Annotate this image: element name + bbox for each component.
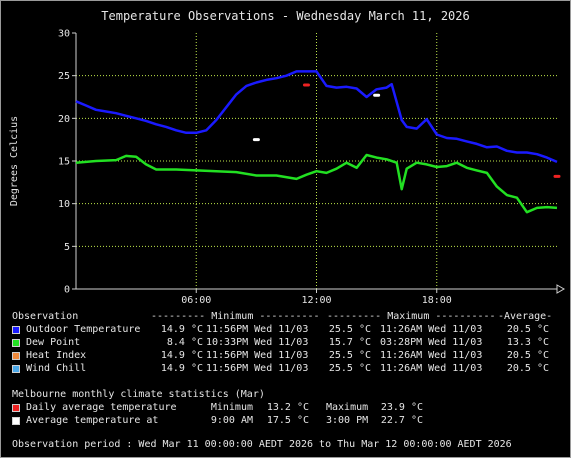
obs-avg-wind-chill: 20.5 °C bbox=[506, 363, 549, 374]
legend-swatch-dew-point bbox=[12, 339, 20, 347]
obs-max-at-outdoor-temperature: 11:26AM Wed 11/03 bbox=[380, 324, 483, 335]
legend-swatch-heat-index bbox=[12, 352, 20, 360]
y-tick-label: 30 bbox=[58, 29, 70, 40]
obs-min-at-wind-chill: 11:56PM Wed 11/03 bbox=[206, 363, 309, 374]
marker-average-temperature-at bbox=[252, 138, 260, 142]
obs-label-outdoor-temperature: Outdoor Temperature bbox=[26, 324, 141, 335]
obs-label-heat-index: Heat Index bbox=[26, 350, 87, 361]
legend-swatch-outdoor-temperature bbox=[12, 326, 20, 334]
marker-average-temperature-at bbox=[373, 93, 381, 97]
climate-left-value-average-temperature-at: 17.5 °C bbox=[266, 415, 309, 426]
obs-header-observation: Observation bbox=[12, 311, 79, 322]
y-tick-label: 5 bbox=[64, 242, 70, 253]
chart-title: Temperature Observations - Wednesday Mar… bbox=[101, 9, 470, 23]
obs-min-wind-chill: 14.9 °C bbox=[160, 363, 203, 374]
climate-right-label-daily-average-temperature: Maximum bbox=[326, 402, 369, 413]
obs-header-maximum: --------- Maximum ---------- bbox=[327, 311, 496, 322]
legend-swatch-wind-chill bbox=[12, 365, 20, 373]
climate-left-value-daily-average-temperature: 13.2 °C bbox=[266, 402, 309, 413]
obs-max-outdoor-temperature: 25.5 °C bbox=[328, 324, 371, 335]
climate-label-daily-average-temperature: Daily average temperature bbox=[26, 402, 177, 413]
obs-max-wind-chill: 25.5 °C bbox=[328, 363, 371, 374]
x-tick-label: 12:00 bbox=[301, 295, 331, 306]
obs-avg-outdoor-temperature: 20.5 °C bbox=[506, 324, 549, 335]
obs-max-dew-point: 15.7 °C bbox=[328, 337, 371, 348]
obs-min-outdoor-temperature: 14.9 °C bbox=[160, 324, 203, 335]
y-tick-label: 10 bbox=[58, 199, 70, 210]
y-tick-label: 25 bbox=[58, 71, 70, 82]
obs-max-at-wind-chill: 11:26AM Wed 11/03 bbox=[380, 363, 483, 374]
y-axis-label: Degrees Celcius bbox=[9, 116, 20, 206]
obs-min-at-outdoor-temperature: 11:56PM Wed 11/03 bbox=[206, 324, 309, 335]
climate-right-value-average-temperature-at: 22.7 °C bbox=[380, 415, 423, 426]
obs-header-average: -Average- bbox=[498, 311, 553, 322]
obs-header-minimum: --------- Minimum ---------- bbox=[151, 311, 320, 322]
climate-left-label-average-temperature-at: 9:00 AM bbox=[210, 415, 253, 426]
obs-max-at-heat-index: 11:26AM Wed 11/03 bbox=[380, 350, 483, 361]
x-tick-label: 18:00 bbox=[422, 295, 452, 306]
series-line-outdoor-temperature bbox=[75, 70, 558, 164]
x-tick-label: 06:00 bbox=[181, 295, 211, 306]
obs-max-heat-index: 25.5 °C bbox=[328, 350, 371, 361]
climate-left-label-daily-average-temperature: Minimum bbox=[210, 402, 253, 413]
obs-max-at-dew-point: 03:28PM Wed 11/03 bbox=[380, 337, 483, 348]
obs-avg-heat-index: 20.5 °C bbox=[506, 350, 549, 361]
y-tick-label: 15 bbox=[58, 157, 70, 168]
y-tick-label: 20 bbox=[58, 114, 70, 125]
obs-min-dew-point: 8.4 °C bbox=[166, 337, 203, 348]
climate-label-average-temperature-at: Average temperature at bbox=[26, 415, 159, 426]
marker-daily-average-temperature bbox=[302, 83, 310, 87]
climate-right-label-average-temperature-at: 3:00 PM bbox=[326, 415, 369, 426]
obs-min-heat-index: 14.9 °C bbox=[160, 350, 203, 361]
series-line-dew-point bbox=[75, 153, 558, 214]
marker-daily-average-temperature bbox=[553, 174, 561, 178]
obs-avg-dew-point: 13.3 °C bbox=[506, 337, 549, 348]
obs-min-at-heat-index: 11:56PM Wed 11/03 bbox=[206, 350, 309, 361]
obs-min-at-dew-point: 10:33PM Wed 11/03 bbox=[206, 337, 309, 348]
climate-swatch-daily-average-temperature bbox=[12, 404, 20, 412]
temperature-chart: 0 5 10 15 20 25 30 06:00 12:00 18:00 Degrees Celci… bbox=[9, 29, 566, 306]
obs-label-dew-point: Dew Point bbox=[26, 337, 81, 348]
climate-right-value-daily-average-temperature: 23.9 °C bbox=[380, 402, 423, 413]
observation-period: Observation period : Wed Mar 11 00:00:00… bbox=[12, 439, 512, 450]
obs-label-wind-chill: Wind Chill bbox=[26, 363, 87, 374]
climate-heading: Melbourne monthly climate statistics (Ma… bbox=[12, 389, 265, 400]
x-axis-arrow bbox=[556, 284, 566, 294]
y-tick-label: 0 bbox=[64, 285, 70, 296]
climate-swatch-average-temperature-at bbox=[12, 417, 20, 425]
